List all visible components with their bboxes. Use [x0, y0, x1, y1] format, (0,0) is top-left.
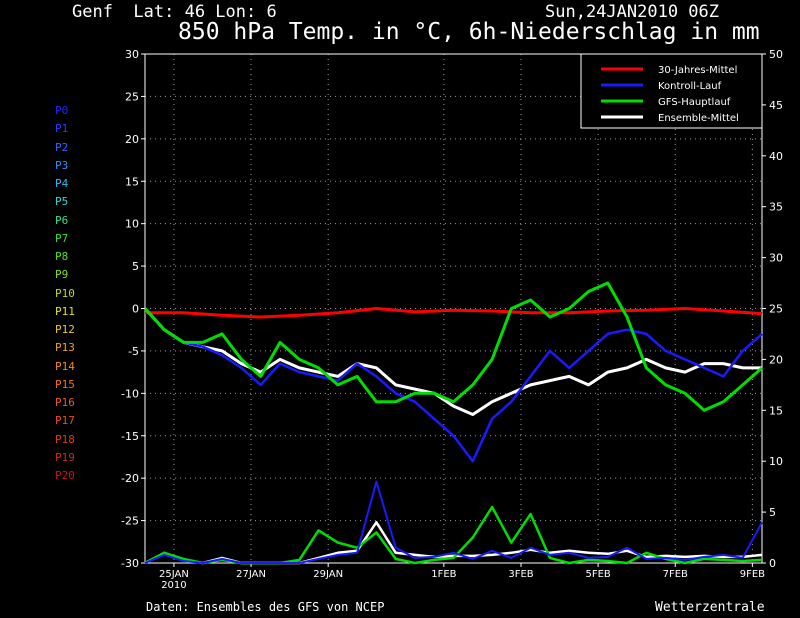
legend-label: Ensemble-Mittel	[658, 113, 739, 124]
series-line	[144, 307, 763, 463]
member-label: P19	[55, 450, 75, 464]
y-left-tick-label: 0	[132, 303, 139, 316]
y-right-tick-label: 45	[769, 99, 783, 112]
y-left-tick-label: 25	[125, 90, 139, 103]
member-label: P9	[55, 268, 69, 282]
y-left-tick-label: -15	[121, 430, 139, 443]
y-left-tick-label: -5	[128, 345, 139, 358]
y-right-tick-label: 25	[769, 303, 783, 316]
member-label: P8	[55, 250, 69, 263]
y-left-tick-label: -20	[121, 472, 139, 485]
member-label: P4	[55, 177, 69, 190]
ensemble-member-list: P0 P1 P2 P3 P4 P5 P6 P7 P8 P9 P10 P11 P12 P13 P14 P15 P1…	[55, 102, 75, 485]
brand-label: Wetterzentrale	[655, 600, 765, 615]
legend-label: 30-Jahres-Mittel	[658, 65, 737, 76]
x-tick-label: 29JAN	[313, 569, 343, 580]
y-left-tick-label: -30	[121, 557, 139, 570]
y-right-tick-label: 35	[769, 201, 783, 214]
y-left-tick-label: -10	[121, 387, 139, 400]
y-left-tick-label: 20	[125, 133, 139, 146]
member-label: P11	[55, 304, 75, 318]
member-label: P20	[55, 469, 75, 482]
member-label: P6	[55, 213, 69, 227]
y-left-tick-label: 15	[125, 175, 139, 188]
series-line	[144, 480, 763, 564]
member-label: P12	[55, 323, 75, 336]
y-left-tick-label: 30	[125, 48, 139, 61]
member-label: P5	[55, 195, 69, 209]
member-label: P17	[55, 414, 75, 428]
y-right-tick-label: 10	[769, 455, 783, 468]
run-date-header: Sun,24JAN2010 06Z	[545, 2, 719, 22]
series-line	[143, 281, 763, 412]
x-tick-label: 7FEB	[663, 569, 688, 580]
member-label: P10	[55, 286, 75, 300]
y-left-tick-label: -25	[121, 515, 139, 528]
legend-label: Kontroll-Lauf	[658, 81, 722, 92]
chart-title: 850 hPa Temp. in °C, 6h-Niederschlag in …	[178, 19, 760, 45]
x-tick-label: 1FEB	[431, 569, 456, 580]
location-header: Genf Lat: 46 Lon: 6	[72, 2, 277, 22]
y-right-tick-label: 0	[769, 557, 776, 570]
member-label: P16	[55, 396, 75, 409]
member-label: P18	[55, 432, 75, 446]
y-right-tick-label: 40	[769, 150, 783, 163]
member-label: P14	[55, 359, 75, 373]
x-tick-sublabel: 2010	[161, 580, 186, 591]
series-line	[145, 307, 763, 319]
member-label: P2	[55, 140, 69, 154]
x-tick-label: 27JAN	[236, 569, 266, 580]
y-right-tick-label: 30	[769, 252, 783, 265]
y-left-tick-label: 5	[132, 260, 139, 273]
y-right-tick-label: 50	[769, 48, 783, 61]
member-label: P3	[55, 158, 69, 172]
series-line	[143, 307, 762, 416]
series-line	[144, 505, 763, 565]
data-source-note: Daten: Ensembles des GFS von NCEP	[146, 600, 385, 614]
legend-label: GFS-Hauptlauf	[658, 97, 731, 108]
y-right-tick-label: 5	[769, 506, 776, 519]
y-right-tick-label: 15	[769, 404, 783, 417]
x-tick-label: 9FEB	[740, 569, 765, 580]
member-label: P15	[55, 377, 75, 391]
member-label: P13	[55, 341, 75, 355]
x-tick-label: 25JAN	[159, 569, 189, 580]
y-right-tick-label: 20	[769, 353, 783, 366]
x-tick-label: 5FEB	[585, 569, 610, 580]
member-label: P0	[55, 104, 69, 117]
y-left-tick-label: 10	[125, 218, 139, 231]
member-label: P1	[55, 122, 69, 136]
member-label: P7	[55, 231, 69, 245]
x-tick-label: 3FEB	[508, 569, 533, 580]
